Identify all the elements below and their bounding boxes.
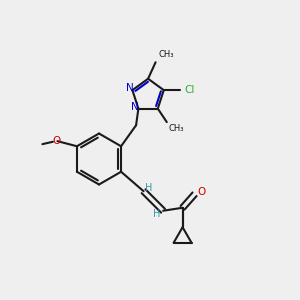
Text: CH₃: CH₃ [168, 124, 184, 134]
Text: H: H [153, 209, 160, 219]
Text: Cl: Cl [185, 85, 195, 95]
Text: CH₃: CH₃ [159, 50, 174, 59]
Text: H: H [145, 183, 153, 193]
Text: O: O [53, 136, 61, 146]
Text: N: N [131, 102, 139, 112]
Text: N: N [125, 83, 133, 93]
Text: O: O [198, 187, 206, 197]
